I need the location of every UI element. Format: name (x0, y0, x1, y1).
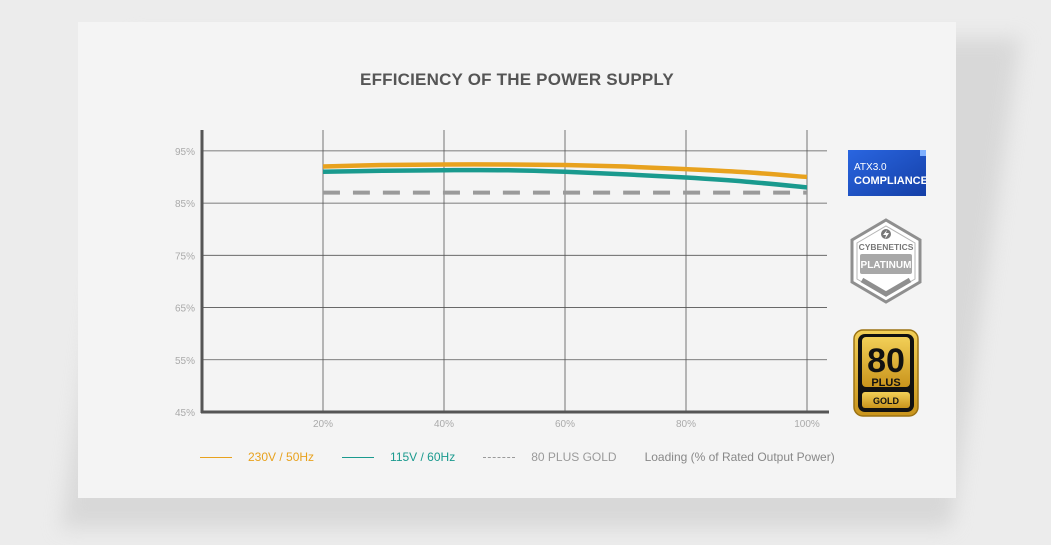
x-tick-label-2: 60% (555, 419, 575, 430)
legend: 230V / 50Hz 115V / 60Hz 80 PLUS GOLD Loa… (200, 449, 863, 465)
cybenetics-platinum-badge: CYBENETICS PLATINUM (850, 218, 922, 304)
series (322, 162, 808, 195)
axes (200, 130, 829, 414)
atx30-compliance-badge: ATX3.0 COMPLIANCE (848, 150, 926, 196)
x-axis-title-item: Loading (% of Rated Output Power) (645, 450, 835, 464)
legend-swatch-115v (342, 456, 375, 458)
atx-badge-line1: ATX3.0 (854, 162, 887, 173)
plus80-badge-line1: 80 (867, 342, 905, 380)
series-line-0 (322, 162, 808, 180)
chart-title: EFFICIENCY OF THE POWER SUPPLY (360, 70, 674, 89)
legend-item-80plus-gold: 80 PLUS GOLD (483, 450, 617, 464)
series-line-1 (322, 167, 808, 190)
legend-swatch-80plus-gold (483, 456, 516, 458)
cybenetics-badge-line1: CYBENETICS (859, 242, 914, 252)
cybenetics-badge-line2: PLATINUM (861, 260, 912, 271)
80plus-gold-badge: 80 PLUS GOLD (853, 329, 919, 417)
plus80-badge-line2: PLUS (871, 377, 900, 389)
legend-item-230v: 230V / 50Hz (200, 450, 314, 464)
atx-badge-line2: COMPLIANCE (854, 175, 926, 187)
plus80-badge-line3: GOLD (873, 396, 899, 406)
tick-labels: 95% 85% 75% 65% 55% 45% 20% 40% 60% 80% 100% (175, 147, 820, 430)
x-axis-title: Loading (% of Rated Output Power) (644, 450, 835, 464)
y-tick-label-3: 65% (175, 304, 195, 315)
y-tick-label-2: 75% (175, 251, 195, 262)
y-tick-label-5: 45% (175, 408, 195, 419)
x-tick-label-1: 40% (434, 419, 454, 430)
legend-label-115v: 115V / 60Hz (390, 450, 456, 464)
legend-label-80plus-gold: 80 PLUS GOLD (531, 450, 617, 464)
efficiency-chart: 95% 85% 75% 65% 55% 45% 20% 40% 60% 80% 100% (175, 130, 829, 430)
y-tick-label-4: 55% (175, 356, 195, 367)
chart-card: EFFICIENCY OF THE POWER SUPPLY 95% 85% 75%… (78, 22, 956, 498)
legend-item-115v: 115V / 60Hz (342, 450, 455, 464)
grid (202, 130, 827, 412)
legend-label-230v: 230V / 50Hz (248, 450, 315, 464)
x-tick-label-4: 100% (794, 419, 820, 430)
y-tick-label-0: 95% (175, 147, 195, 158)
x-tick-label-3: 80% (676, 419, 696, 430)
legend-swatch-230v (200, 456, 232, 458)
x-tick-label-0: 20% (313, 419, 333, 430)
y-tick-label-1: 85% (175, 199, 195, 210)
